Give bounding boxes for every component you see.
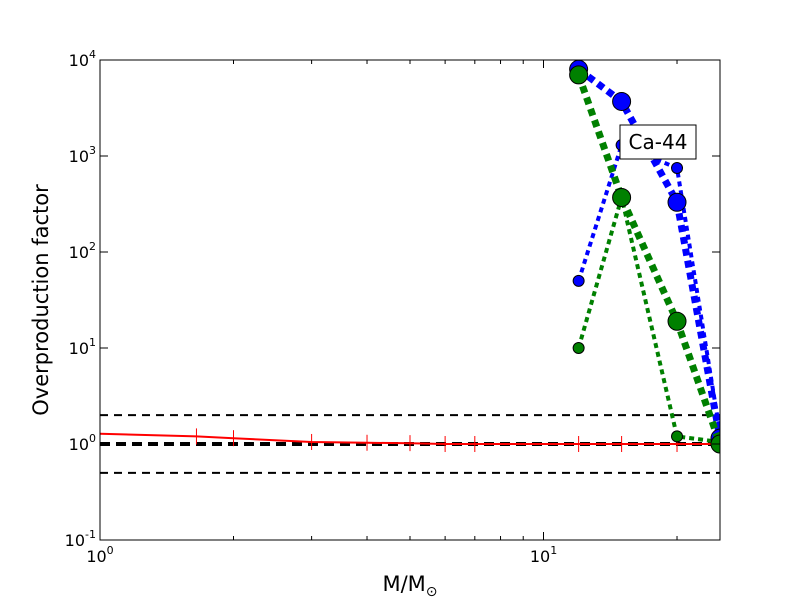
y-tick-label: 104 <box>69 48 96 70</box>
y-tick-label-exp: 4 <box>89 48 96 61</box>
series-4-point <box>569 65 589 85</box>
x-tick-label: 101 <box>530 544 557 566</box>
y-tick-label-base: 10 <box>69 51 89 70</box>
y-tick-label-base: 10 <box>69 339 89 358</box>
series-2-point <box>572 342 585 354</box>
y-tick-label-exp: 1 <box>89 336 96 349</box>
y-tick-label-base: 10 <box>69 243 89 262</box>
series-4-point <box>667 311 687 331</box>
x-tick-label-base: 10 <box>530 547 550 566</box>
y-tick-label: 10-1 <box>65 528 96 550</box>
y-tick-label-exp: -1 <box>85 528 96 541</box>
annotation-box: Ca-44 <box>619 124 697 160</box>
series-2-line <box>576 189 720 444</box>
x-tick-label: 100 <box>86 544 113 566</box>
x-axis-title-symbol: ⊙ <box>426 584 438 600</box>
series-1-point <box>572 274 585 287</box>
x-tick-label-base: 10 <box>86 547 106 566</box>
series-4-point <box>612 187 632 207</box>
series-1-point <box>671 161 684 174</box>
x-axis-title-text: M/M <box>382 572 425 596</box>
plot-frame <box>99 59 721 541</box>
y-tick-label-exp: 2 <box>89 240 96 253</box>
y-tick-label-exp: 0 <box>89 432 96 445</box>
y-tick-label: 101 <box>69 336 96 358</box>
x-tick-label-exp: 1 <box>550 544 557 557</box>
series-3-point <box>667 192 687 212</box>
series-2-point <box>671 430 684 443</box>
series-4-line <box>575 73 720 446</box>
y-tick-label: 100 <box>69 432 96 454</box>
y-tick-label: 103 <box>69 144 96 166</box>
y-tick-label-exp: 3 <box>89 144 96 157</box>
series-3-point <box>612 91 632 111</box>
y-tick-label-base: 10 <box>69 435 89 454</box>
y-tick-label-base: 10 <box>69 147 89 166</box>
annotation-frame <box>619 124 697 160</box>
y-axis-title: Overproduction factor <box>29 184 53 416</box>
x-axis-title: M/M⊙ <box>382 572 437 600</box>
annotation-label: Ca-44 <box>629 130 688 154</box>
x-tick-label-exp: 0 <box>107 544 114 557</box>
y-tick-label: 102 <box>69 240 96 262</box>
y-tick-label-base: 10 <box>65 531 85 550</box>
series-0-line <box>100 432 720 445</box>
